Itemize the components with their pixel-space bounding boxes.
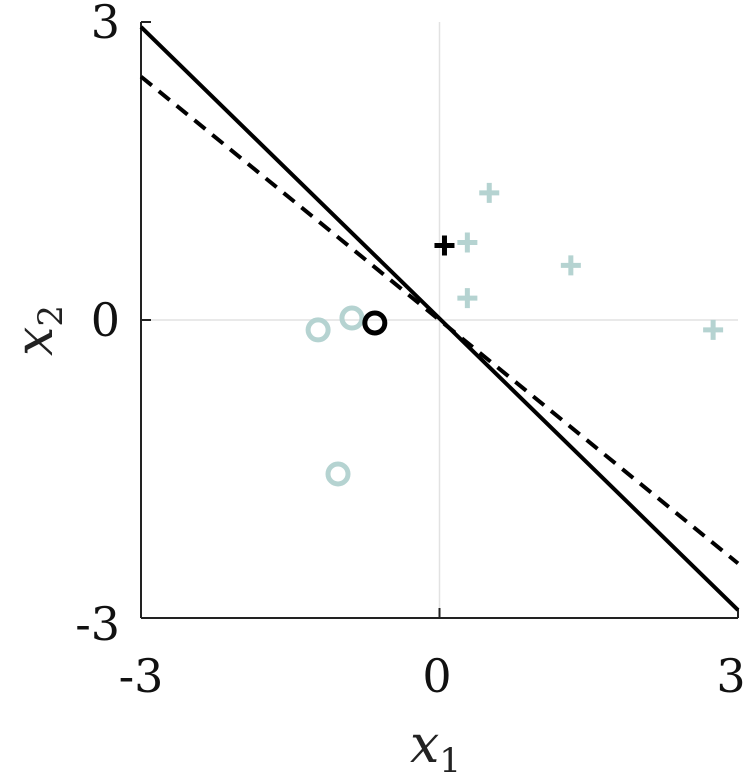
circle-point [325,461,351,487]
circle-point [305,317,331,343]
x-axis-label-sub: 1 [439,741,461,777]
x-axis-label: x1 [410,715,461,777]
solid-boundary-line [139,25,740,612]
y-axis-label: x2 [5,305,71,356]
axes-layer [140,21,739,619]
boundary-lines [139,25,740,612]
x-axis-label-base: x [410,715,439,775]
x-tick-label: 3 [716,649,745,703]
y-tick-label: 3 [91,0,120,49]
plus-point [479,182,500,203]
y-tick-label: 0 [91,293,120,347]
plus-point [457,288,478,309]
tick-labels: -3 0 3 3 0 -3 [75,0,745,703]
y-axis-label-sub: 2 [31,305,71,327]
plus-point [457,232,478,253]
y-axis-label-base: x [5,327,65,356]
x-tick-label: 0 [422,649,451,703]
plus-point [560,255,581,276]
circle-point [362,310,388,336]
circle-point [339,305,365,331]
plus-point [703,319,724,340]
dashed-boundary-line [139,75,740,565]
data-points [305,182,724,487]
x-tick-label: -3 [119,649,164,703]
plus-point [434,235,455,256]
y-tick-label: -3 [75,597,120,651]
